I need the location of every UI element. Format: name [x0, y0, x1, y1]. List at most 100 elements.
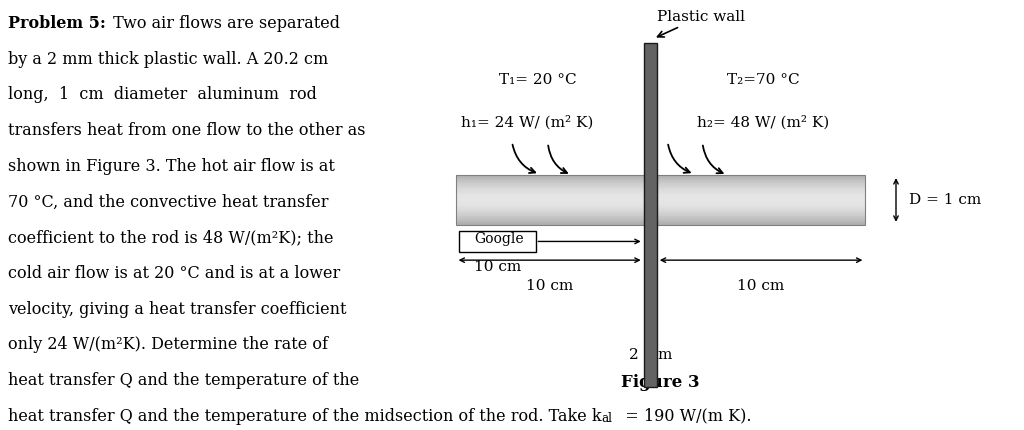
Text: h₂= 48 W/ (m² K): h₂= 48 W/ (m² K) [696, 115, 829, 130]
Bar [657, 182, 865, 183]
Bar [456, 215, 644, 216]
Bar [657, 189, 865, 190]
Bar [456, 196, 644, 197]
Bar [456, 212, 644, 213]
Bar [456, 178, 644, 179]
Bar [657, 222, 865, 223]
Text: T₂=70 °C: T₂=70 °C [727, 73, 799, 86]
Text: D = 1 cm: D = 1 cm [909, 193, 982, 207]
Bar [657, 216, 865, 217]
Bar [657, 210, 865, 211]
Bar [456, 197, 644, 198]
Text: cold air flow is at 20 °C and is at a lower: cold air flow is at 20 °C and is at a lo… [8, 265, 340, 282]
Bar [456, 209, 644, 210]
Bar [456, 214, 644, 215]
Bar [657, 194, 865, 195]
Text: al: al [602, 412, 612, 425]
Bar [456, 218, 644, 219]
Bar [657, 196, 865, 197]
Bar [456, 177, 644, 178]
Bar [456, 198, 644, 199]
Bar [657, 213, 865, 214]
Bar [456, 220, 644, 221]
Bar [456, 206, 644, 207]
Bar [657, 209, 865, 210]
Bar [456, 208, 644, 209]
Bar [456, 188, 644, 189]
Text: T₁= 20 °C: T₁= 20 °C [499, 73, 577, 86]
Bar [456, 183, 644, 184]
Text: Problem 5:: Problem 5: [8, 15, 106, 32]
Bar [456, 184, 644, 185]
Bar [657, 197, 865, 198]
Bar [657, 198, 865, 199]
Text: 70 °C, and the convective heat transfer: 70 °C, and the convective heat transfer [8, 194, 329, 211]
Bar [657, 186, 865, 187]
Bar [456, 199, 644, 200]
Bar [456, 181, 644, 182]
Text: Two air flows are separated: Two air flows are separated [109, 15, 340, 32]
Text: h₁= 24 W/ (m² K): h₁= 24 W/ (m² K) [461, 115, 594, 130]
Bar [657, 219, 865, 220]
Bar [657, 201, 865, 202]
Bar [657, 207, 865, 208]
Bar [456, 213, 644, 214]
Bar [456, 210, 644, 211]
Bar [456, 191, 644, 192]
Text: 10 cm: 10 cm [737, 280, 784, 294]
Bar [456, 222, 644, 223]
Bar [657, 179, 865, 180]
Bar [657, 221, 865, 222]
Bar [456, 175, 644, 176]
Bar [456, 195, 644, 196]
Bar [456, 216, 644, 217]
Text: 2 mm: 2 mm [629, 348, 672, 362]
Bar [456, 204, 644, 205]
Bar [456, 200, 644, 201]
Bar [456, 179, 644, 180]
Text: transfers heat from one flow to the other as: transfers heat from one flow to the othe… [8, 122, 366, 139]
Bar [456, 219, 644, 220]
Bar [657, 218, 865, 219]
Bar [456, 194, 644, 195]
Bar [657, 223, 865, 224]
Bar [456, 207, 644, 208]
Bar [456, 202, 644, 203]
Bar [657, 185, 865, 186]
Bar [459, 231, 536, 252]
Text: Figure 3: Figure 3 [622, 374, 699, 391]
Text: coefficient to the rod is 48 W/(m²K); the: coefficient to the rod is 48 W/(m²K); th… [8, 229, 334, 246]
Bar [456, 189, 644, 190]
Bar [657, 205, 865, 206]
Bar [456, 186, 644, 187]
Bar [657, 180, 865, 181]
Bar [456, 185, 644, 186]
Bar [456, 211, 644, 212]
Bar [657, 183, 865, 184]
Text: 10 cm: 10 cm [473, 260, 521, 274]
Bar [456, 205, 644, 206]
Text: 10 cm: 10 cm [526, 280, 573, 294]
Bar [456, 192, 644, 193]
Text: long,  1  cm  diameter  aluminum  rod: long, 1 cm diameter aluminum rod [8, 86, 317, 104]
Bar [657, 212, 865, 213]
Text: = 190 W/(m K).: = 190 W/(m K). [623, 408, 752, 425]
Bar [657, 211, 865, 212]
Bar [657, 175, 865, 176]
Bar [657, 181, 865, 182]
Bar [657, 188, 865, 189]
Bar [456, 221, 644, 222]
Text: heat transfer Q and the temperature of the: heat transfer Q and the temperature of t… [8, 372, 359, 389]
Bar [456, 182, 644, 183]
Bar [657, 184, 865, 185]
Bar [644, 43, 657, 387]
Bar [456, 217, 644, 218]
Bar [657, 215, 865, 216]
Bar [657, 206, 865, 207]
Bar [657, 220, 865, 221]
Bar [456, 176, 644, 177]
Bar [657, 177, 865, 178]
Bar [657, 217, 865, 218]
Bar [657, 204, 865, 205]
Bar [456, 203, 644, 204]
